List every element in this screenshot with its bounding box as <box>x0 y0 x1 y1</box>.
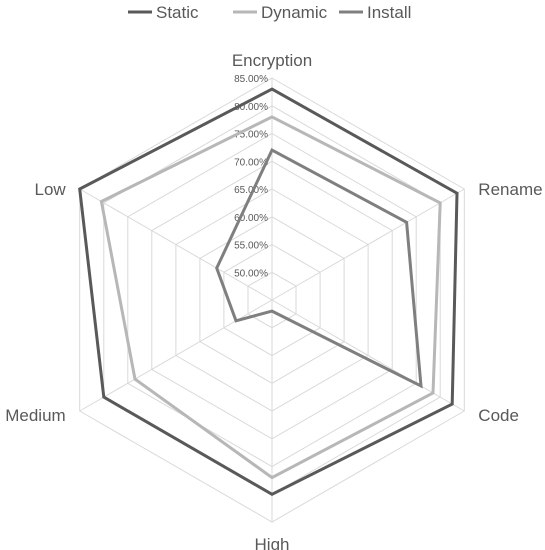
legend-label-dynamic: Dynamic <box>261 3 328 22</box>
series-install-line <box>215 148 423 389</box>
tick-label: 85.00% <box>234 74 268 85</box>
tick-label: 50.00% <box>234 268 268 279</box>
radar-grid <box>79 77 465 523</box>
legend: Static Dynamic Install <box>128 3 411 22</box>
category-label-high: High <box>255 535 290 550</box>
radial-tick-labels: 50.00% 55.00% 60.00% 65.00% 70.00% 75.00% 80.0… <box>234 74 268 279</box>
grid-spoke-5 <box>79 188 273 301</box>
category-label-medium: Medium <box>5 406 65 425</box>
tick-label: 60.00% <box>234 213 268 224</box>
category-label-code: Code <box>478 406 519 425</box>
tick-label: 70.00% <box>234 157 268 168</box>
series-dynamic-line <box>99 115 442 480</box>
category-labels: Encryption Rename Code High Medium Low <box>5 51 542 550</box>
series-static-line <box>78 87 459 497</box>
legend-label-static: Static <box>156 3 199 22</box>
grid-spoke-1 <box>271 188 465 301</box>
category-label-rename: Rename <box>478 180 542 199</box>
tick-label: 55.00% <box>234 241 268 252</box>
category-label-low: Low <box>35 180 67 199</box>
tick-label: 65.00% <box>234 185 268 196</box>
radar-series <box>78 87 459 497</box>
tick-label: 80.00% <box>234 102 268 113</box>
legend-label-install: Install <box>367 3 411 22</box>
tick-label: 75.00% <box>234 130 268 141</box>
category-label-encryption: Encryption <box>232 51 312 70</box>
